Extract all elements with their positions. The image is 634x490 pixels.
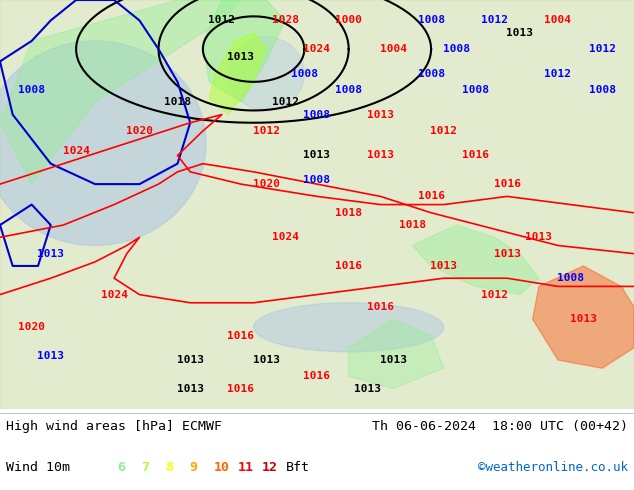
Text: ©weatheronline.co.uk: ©weatheronline.co.uk xyxy=(477,461,628,474)
Text: 1018: 1018 xyxy=(335,208,362,218)
Text: 1013: 1013 xyxy=(304,150,330,161)
Polygon shape xyxy=(0,0,241,184)
Text: 1020: 1020 xyxy=(126,126,153,136)
Text: 1013: 1013 xyxy=(228,52,254,62)
Text: 1008: 1008 xyxy=(291,69,318,79)
Text: 1008: 1008 xyxy=(18,85,45,95)
Text: 10: 10 xyxy=(214,461,230,474)
Text: 1018: 1018 xyxy=(399,220,425,230)
Polygon shape xyxy=(533,266,634,368)
Polygon shape xyxy=(412,225,539,294)
Text: 1012: 1012 xyxy=(253,126,280,136)
Ellipse shape xyxy=(0,41,206,245)
Text: 1016: 1016 xyxy=(418,192,444,201)
Text: Wind 10m: Wind 10m xyxy=(6,461,70,474)
Text: 1008: 1008 xyxy=(557,273,584,283)
Text: 1008: 1008 xyxy=(304,175,330,185)
Text: 1013: 1013 xyxy=(507,28,533,38)
Text: 1008: 1008 xyxy=(335,85,362,95)
Text: 1013: 1013 xyxy=(177,355,204,365)
Text: 1013: 1013 xyxy=(380,355,406,365)
Text: 1008: 1008 xyxy=(589,85,616,95)
Text: 1013: 1013 xyxy=(354,384,381,393)
Text: 1012: 1012 xyxy=(272,98,299,107)
Text: 1013: 1013 xyxy=(430,261,457,271)
Text: 1008: 1008 xyxy=(443,44,470,54)
Text: 11: 11 xyxy=(238,461,254,474)
Polygon shape xyxy=(203,0,285,102)
Text: 1013: 1013 xyxy=(37,248,64,259)
Text: 9: 9 xyxy=(190,461,198,474)
Text: 1013: 1013 xyxy=(367,150,394,161)
Text: 6: 6 xyxy=(117,461,126,474)
Ellipse shape xyxy=(228,37,304,110)
Text: 1024: 1024 xyxy=(101,290,127,299)
Text: 1008: 1008 xyxy=(418,16,444,25)
Text: 1008: 1008 xyxy=(462,85,489,95)
Text: 1012: 1012 xyxy=(589,44,616,54)
Text: 1013: 1013 xyxy=(526,232,552,243)
Text: 1012: 1012 xyxy=(545,69,571,79)
Text: 7: 7 xyxy=(141,461,150,474)
Text: 1028: 1028 xyxy=(272,16,299,25)
Text: 1012: 1012 xyxy=(209,16,235,25)
Text: 1020: 1020 xyxy=(18,322,45,332)
Text: 1024: 1024 xyxy=(272,232,299,243)
Text: 1012: 1012 xyxy=(481,290,508,299)
Polygon shape xyxy=(349,319,444,389)
Text: 1012: 1012 xyxy=(481,16,508,25)
Text: 1024: 1024 xyxy=(304,44,330,54)
Polygon shape xyxy=(209,33,266,115)
Text: 1013: 1013 xyxy=(367,110,394,120)
Text: Th 06-06-2024  18:00 UTC (00+42): Th 06-06-2024 18:00 UTC (00+42) xyxy=(372,420,628,434)
Text: 1013: 1013 xyxy=(570,314,597,324)
Text: 8: 8 xyxy=(165,461,174,474)
Text: 12: 12 xyxy=(262,461,278,474)
Text: 1008: 1008 xyxy=(418,69,444,79)
Text: 1016: 1016 xyxy=(494,179,521,189)
Text: High wind areas [hPa] ECMWF: High wind areas [hPa] ECMWF xyxy=(6,420,223,434)
Text: Bft: Bft xyxy=(286,461,310,474)
Text: 1016: 1016 xyxy=(228,384,254,393)
Text: 1024: 1024 xyxy=(63,147,89,156)
Text: 1016: 1016 xyxy=(304,371,330,381)
Text: 1000: 1000 xyxy=(335,16,362,25)
Ellipse shape xyxy=(254,303,444,352)
Text: 1020: 1020 xyxy=(253,179,280,189)
Text: 1016: 1016 xyxy=(335,261,362,271)
Text: 1004: 1004 xyxy=(545,16,571,25)
Text: 1013: 1013 xyxy=(37,351,64,361)
Text: 1016: 1016 xyxy=(228,330,254,341)
Text: 1008: 1008 xyxy=(304,110,330,120)
Text: 1012: 1012 xyxy=(430,126,457,136)
Text: 1004: 1004 xyxy=(380,44,406,54)
Text: 1013: 1013 xyxy=(253,355,280,365)
Text: 1013: 1013 xyxy=(494,248,521,259)
Text: 1013: 1013 xyxy=(177,384,204,393)
Text: 1018: 1018 xyxy=(164,98,191,107)
Text: 1016: 1016 xyxy=(367,302,394,312)
Text: 1016: 1016 xyxy=(462,150,489,161)
